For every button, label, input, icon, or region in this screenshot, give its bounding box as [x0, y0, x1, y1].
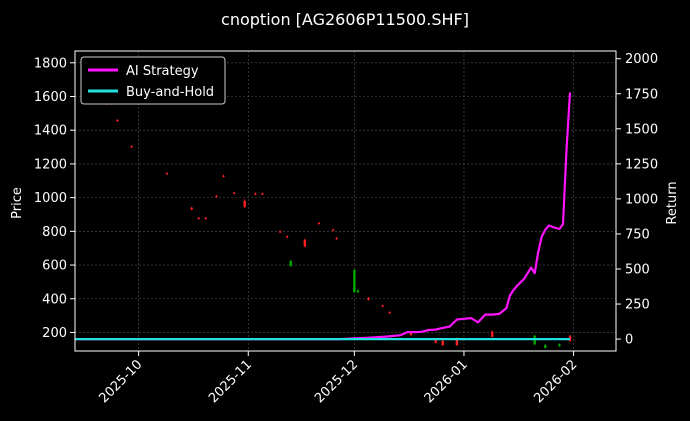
candle-body	[568, 335, 572, 341]
candle-body	[254, 193, 257, 195]
y-right-tick-label: 1500	[625, 122, 658, 137]
y-right-tick-label: 1000	[625, 192, 658, 207]
plot-frame	[74, 50, 617, 352]
candle-body	[491, 331, 494, 337]
candle-body	[215, 195, 218, 197]
y-left-tick-label: 800	[42, 225, 67, 240]
x-tick-label: 2025-12	[312, 357, 361, 406]
candle-body	[222, 175, 225, 177]
candle-body	[289, 260, 292, 266]
candle-body	[441, 340, 444, 346]
candle-body	[165, 173, 169, 175]
x-tick-label: 2026-02	[531, 357, 580, 406]
candle-body	[303, 239, 307, 247]
candle-body	[243, 201, 246, 207]
candle-body	[278, 231, 282, 233]
legend-label-buy-and-hold: Buy-and-Hold	[126, 85, 214, 100]
y-right-tick-label: 750	[625, 227, 650, 242]
legend-label-ai-strategy: AI Strategy	[126, 64, 199, 79]
candle-body	[434, 339, 437, 343]
axes: 2025-10 2025-11 2025-12 2026-01 2026-02 200 40…	[34, 52, 658, 406]
y-left-tick-label: 1400	[34, 124, 67, 139]
candle-body	[261, 193, 264, 195]
candle-body	[558, 344, 561, 346]
candle-body	[197, 217, 200, 219]
candle-body	[190, 207, 193, 210]
candle-body	[232, 192, 236, 194]
candle-body	[544, 345, 547, 348]
candle-body	[409, 333, 413, 335]
candle-body	[335, 238, 338, 240]
x-tick-label: 2026-01	[422, 357, 471, 406]
x-tick-label: 2025-10	[96, 357, 145, 406]
candle-body	[204, 217, 208, 219]
candle-body	[455, 338, 459, 346]
y-left-tick-label: 200	[42, 326, 67, 341]
series-line-ai-strategy	[75, 92, 572, 341]
candle-body	[367, 297, 370, 300]
candle-body	[285, 236, 289, 238]
candle-body	[331, 229, 335, 231]
y-right-tick-label: 500	[625, 262, 650, 277]
candlesticks	[105, 102, 572, 349]
candle-body	[381, 305, 384, 307]
chart-title: cnoption [AG2606P11500.SHF]	[221, 10, 469, 29]
y-left-tick-label: 1200	[34, 157, 67, 172]
y-axis-right-label: Return	[665, 181, 680, 224]
y-right-tick-label: 1250	[625, 157, 658, 172]
legend: AI Strategy Buy-and-Hold	[80, 56, 226, 105]
series-lines	[75, 92, 572, 341]
y-right-tick-label: 1750	[625, 87, 658, 102]
candle-body	[356, 290, 360, 293]
y-right-tick-label: 250	[625, 298, 650, 313]
grid	[75, 51, 616, 351]
candle-body	[388, 312, 391, 314]
candle-body	[317, 222, 321, 224]
x-tick-label: 2025-11	[206, 357, 255, 406]
y-left-tick-label: 1800	[34, 56, 67, 71]
y-right-tick-label: 2000	[625, 52, 658, 67]
y-left-tick-label: 1600	[34, 90, 67, 105]
candle-body	[353, 270, 356, 293]
y-left-tick-label: 400	[42, 292, 67, 307]
y-left-tick-label: 600	[42, 259, 67, 274]
candle-body	[116, 120, 119, 122]
y-right-tick-label: 0	[625, 333, 633, 348]
y-left-tick-label: 1000	[34, 191, 67, 206]
candle-body	[130, 146, 133, 148]
y-axis-left-label: Price	[10, 187, 25, 219]
